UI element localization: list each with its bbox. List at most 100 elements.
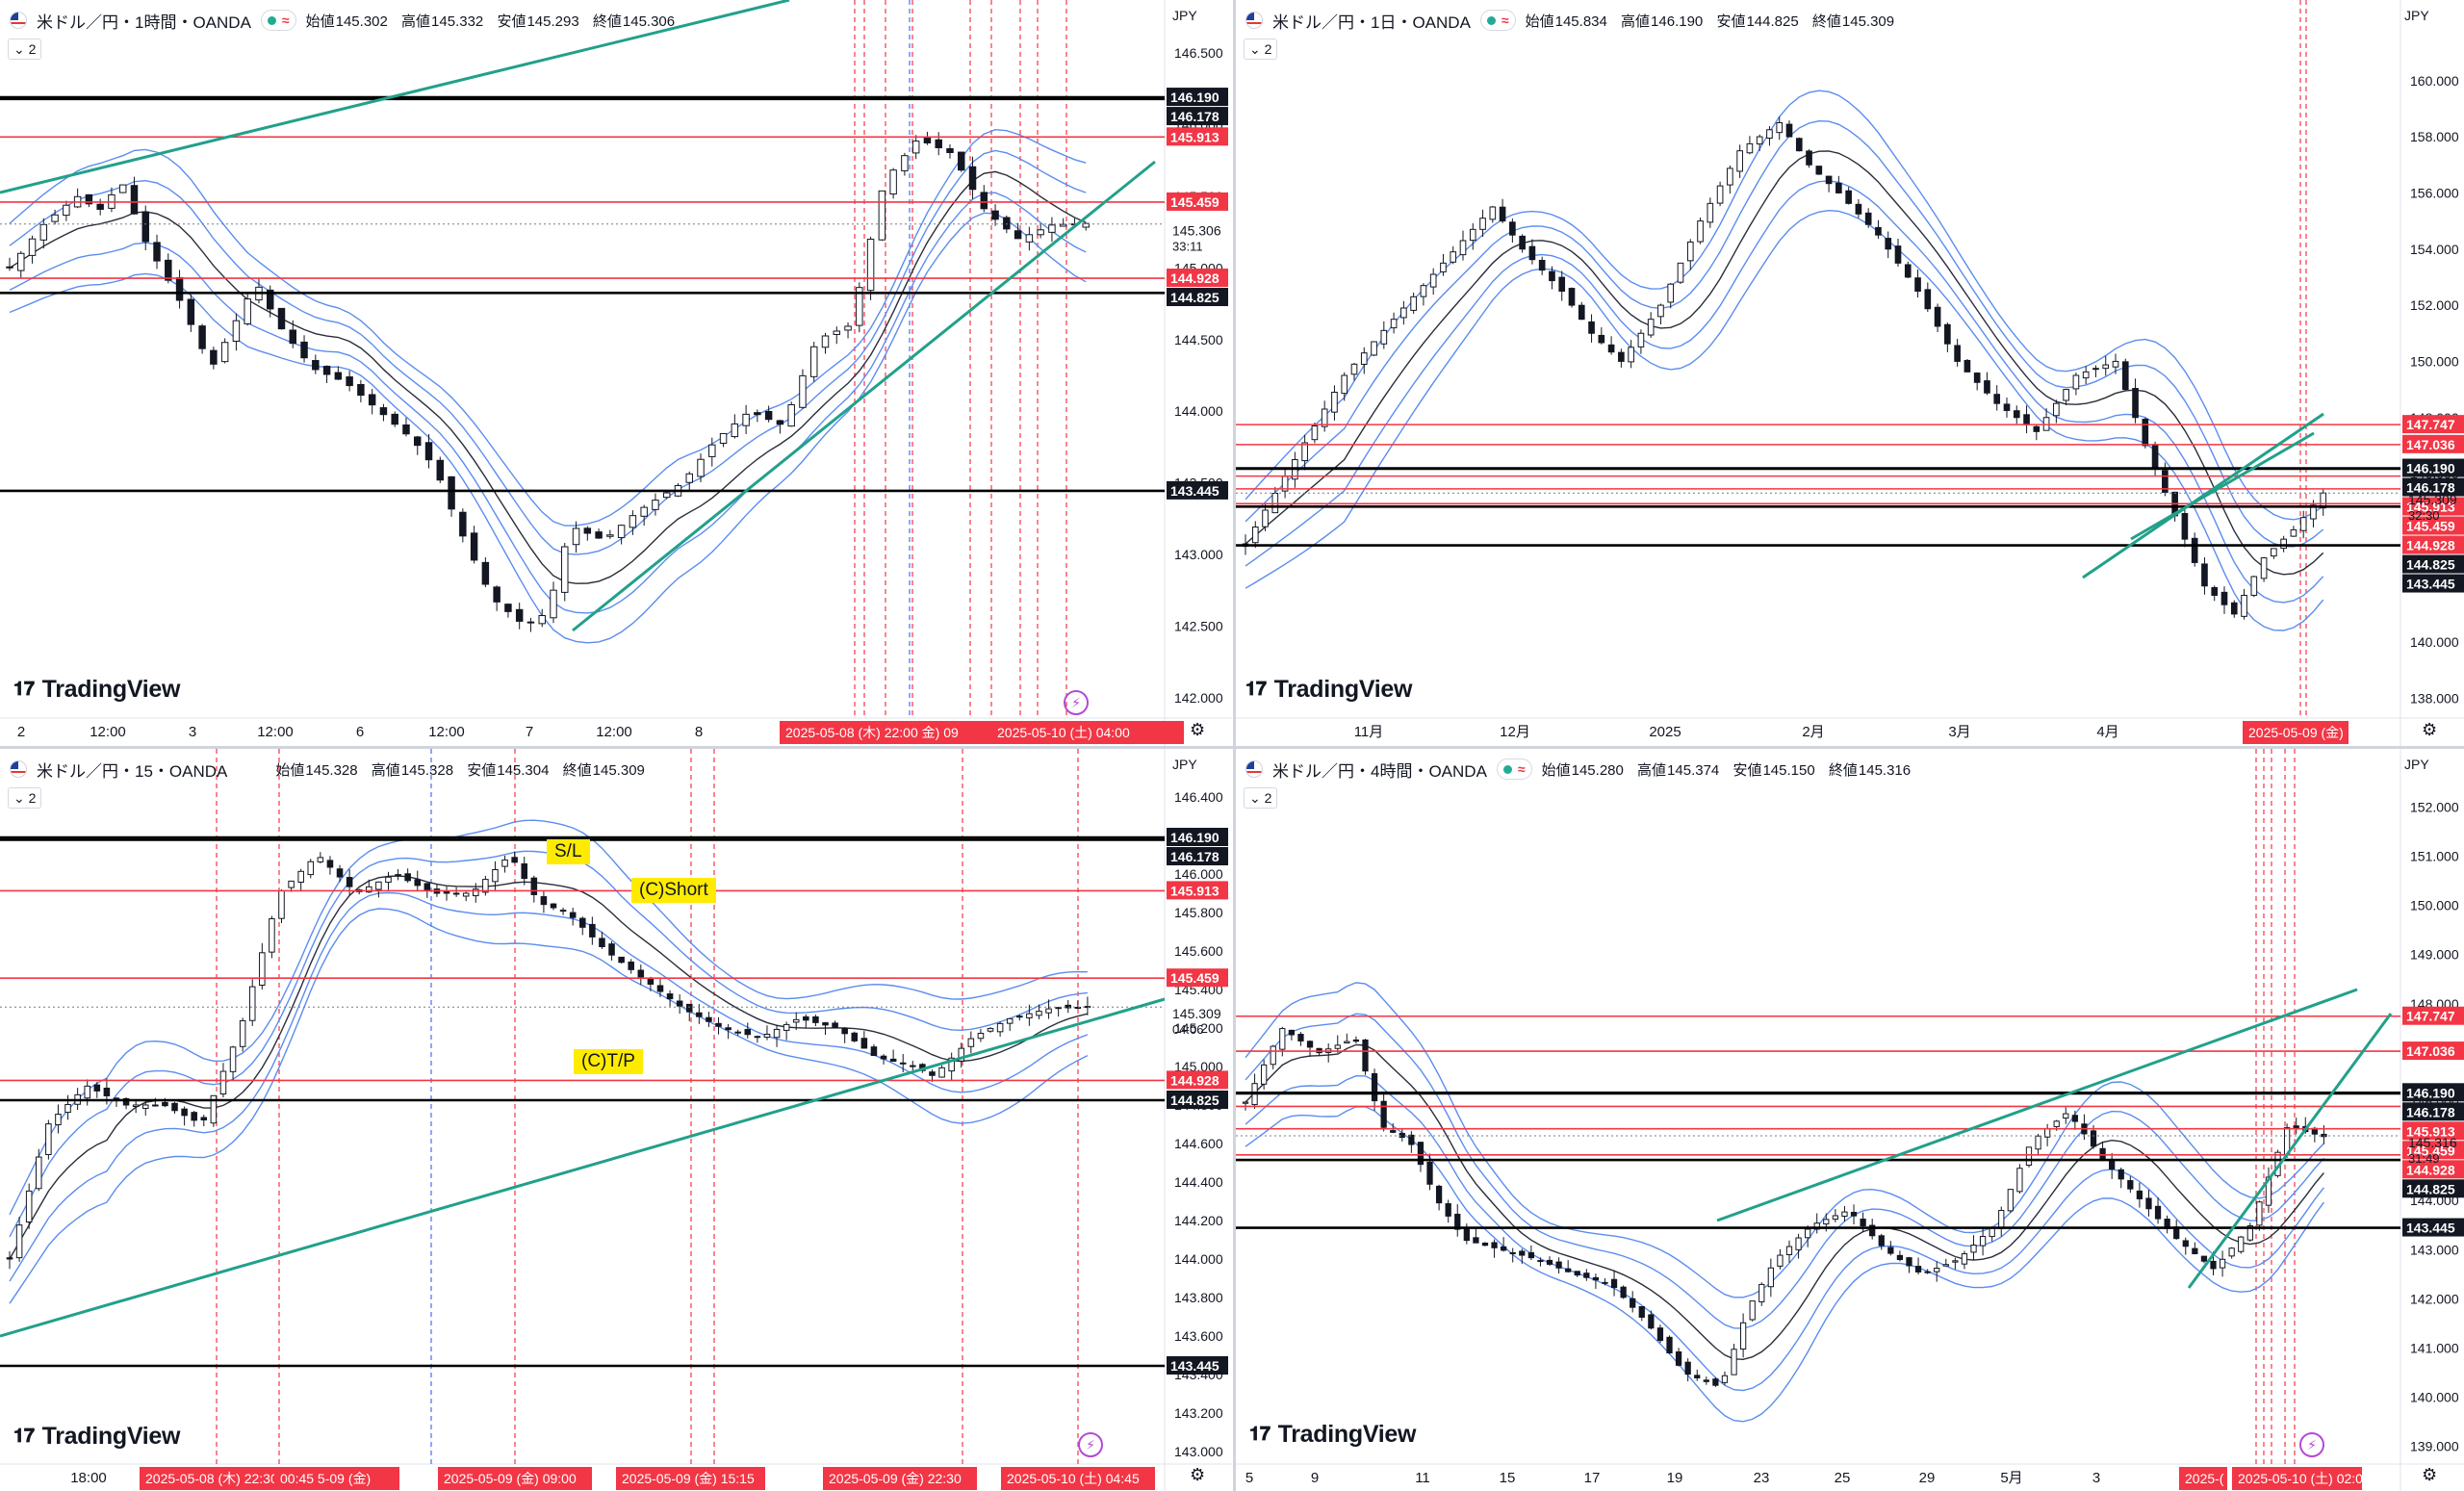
candle-body [55,1114,62,1126]
candle-body [1489,206,1497,220]
candle-body [2230,602,2238,615]
indicator-collapse-button[interactable]: ⌄ 2 [8,39,42,60]
chart-panel-1h[interactable]: 146.500146.000145.500145.000144.500144.0… [0,0,1232,746]
candle-body [1707,202,1714,223]
candle-body [1885,238,1892,250]
currency-label[interactable]: JPY [1172,757,1197,772]
time-readout-text: 2025-05-09 (金) [2248,725,2344,740]
candle-body [326,860,334,868]
currency-label[interactable]: JPY [2404,757,2429,772]
candle-body [198,325,206,349]
tv-logo-icon: 𝟏𝟕 [13,679,35,700]
candle-body [1362,1039,1369,1072]
wave-icon: ≈ [281,13,290,28]
candle-body [2250,576,2258,596]
candle-body [1549,270,1555,282]
price-label-text: 145.459 [1170,970,1219,986]
candle-body [462,892,470,897]
time-readout-text: 2025-05-08 (木) 22:00 金) 09 [785,725,959,740]
candle-body [1509,1251,1516,1254]
candle-body [911,141,920,154]
candle-body [1964,359,1971,373]
status-pill[interactable]: ≈ [1479,10,1516,31]
y-tick-label: 143.000 [1174,547,1223,562]
candle-body [2228,1247,2235,1257]
symbol-title[interactable]: 米ドル／円・4時間・OANDA [1272,761,1487,781]
x-tick-label: 17 [1584,1470,1601,1486]
x-tick-label: 25 [1835,1470,1851,1486]
chart-panel-1d[interactable]: 160.000 158.000 156.000 154.000 152.000 150.0… [1236,0,2464,746]
settings-gear-icon[interactable]: ⚙ [1190,720,1206,739]
candle-body [1835,182,1842,193]
y-tick-label: 145.800 [1174,905,1223,920]
candle-body [244,298,251,324]
lightning-icon[interactable]: ⚡ [1064,690,1089,715]
symbol-title[interactable]: 米ドル／円・1時間・OANDA [37,13,251,32]
currency-label[interactable]: JPY [2404,8,2429,23]
candle-body [1914,277,1921,292]
candle-body [606,534,614,537]
price-label-box [1167,127,1228,146]
candle-body [550,589,557,619]
candle-body [1006,1017,1014,1024]
settings-gear-icon[interactable]: ⚙ [2422,720,2438,739]
annotation-short[interactable]: (C)Short [631,878,716,903]
tradingview-logo[interactable]: 𝟏𝟕 TradingView [1245,676,1412,704]
market-open-icon [1502,764,1512,774]
candle-body [1998,1210,2005,1229]
candle-body [628,961,634,970]
settings-gear-icon[interactable]: ⚙ [1190,1465,1206,1484]
candle-body [783,1023,790,1031]
annotation-stop-loss[interactable]: S/L [547,839,590,864]
moving-average [9,875,1089,1260]
candle-body [948,1057,955,1072]
chart-panel-15m[interactable]: 146.400146.200146.000145.800145.600145.4… [0,749,1232,1491]
tradingview-logo[interactable]: 𝟏𝟕 TradingView [1249,1421,1416,1449]
candle-body [1610,1278,1618,1289]
y-tick-label: 140.000 [2410,634,2459,650]
candle-body [1059,223,1067,227]
chart-panel-4h[interactable]: 152.000151.000150.000149.000148.000147.0… [1236,749,2464,1491]
indicator-collapse-button[interactable]: ⌄ 2 [1244,39,1278,60]
last-price-countdown: 04:06 [1172,1022,1204,1037]
tradingview-logo[interactable]: 𝟏𝟕 TradingView [13,676,180,704]
candle-body [583,527,592,534]
chart-canvas-1h[interactable]: 146.500146.000145.500145.000144.500144.0… [0,0,1232,746]
candle-body [1979,1236,1987,1247]
candle-body [2310,504,2317,520]
candle-body [1850,1211,1858,1217]
candle-body [1813,1222,1820,1230]
candle-body [1677,262,1684,283]
chart-canvas-1d[interactable]: 160.000 158.000 156.000 154.000 152.000 150.0… [1236,0,2464,746]
candle-body [1400,307,1407,319]
chart-canvas-15m[interactable]: 146.400146.200146.000145.800145.600145.4… [0,749,1232,1491]
status-pill[interactable]: ≈ [1496,758,1532,780]
candle-body [424,883,431,891]
candle-body [312,360,320,371]
candle-body [2035,1135,2041,1150]
chart-canvas-4h[interactable]: 152.000151.000150.000149.000148.000147.0… [1236,749,2464,1491]
tradingview-logo[interactable]: 𝟏𝟕 TradingView [13,1423,180,1451]
symbol-title[interactable]: 米ドル／円・1日・OANDA [1272,13,1471,32]
candle-body [764,410,773,421]
settings-gear-icon[interactable]: ⚙ [2422,1465,2438,1484]
candle-body [629,515,637,528]
candle-body [436,459,445,481]
candle-body [608,943,615,956]
currency-label[interactable]: JPY [1172,8,1197,23]
candle-body [1568,288,1576,306]
candle-body [958,1047,965,1062]
lightning-icon[interactable]: ⚡ [2299,1432,2324,1457]
candle-body [851,1032,859,1041]
indicator-collapse-button[interactable]: ⌄ 2 [8,787,42,809]
annotation-take-profit[interactable]: (C)T/P [574,1049,643,1074]
status-pill[interactable]: ≈ [260,10,296,31]
indicator-collapse-button[interactable]: ⌄ 2 [1244,787,1278,809]
symbol-title[interactable]: 米ドル／円・15・OANDA [37,761,228,781]
lightning-icon[interactable]: ⚡ [1078,1432,1103,1457]
chart-header: 米ドル／円・1日・OANDA ≈ 始値145.834 高値146.190 安値1… [1245,8,1904,33]
candle-body [618,956,625,964]
low-value: 144.825 [1746,13,1799,30]
candle-body [2003,403,2011,411]
low-label: 安値 [497,13,526,30]
